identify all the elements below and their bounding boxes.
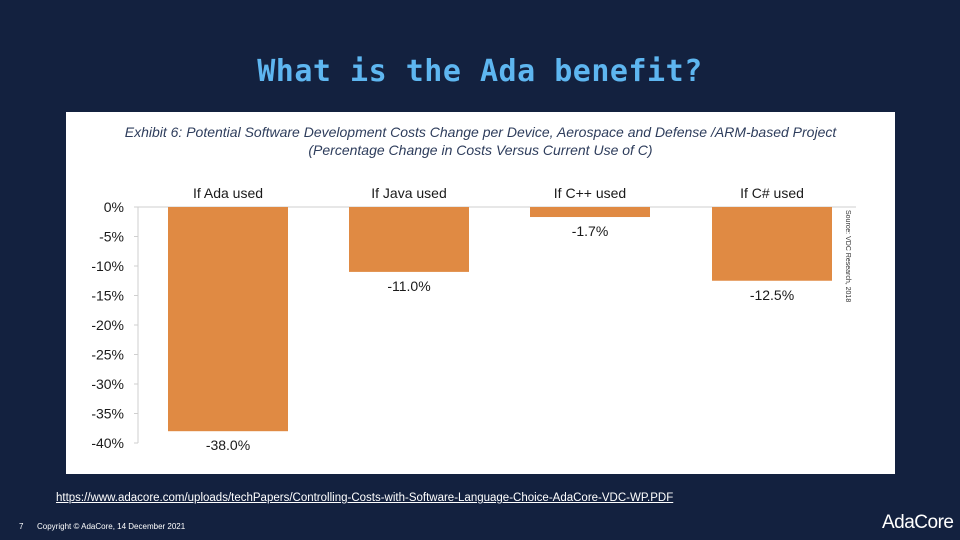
category-label: If Java used xyxy=(371,185,447,201)
category-label: If C++ used xyxy=(554,185,626,201)
y-tick-label: -30% xyxy=(91,376,124,392)
data-label: -1.7% xyxy=(572,223,609,239)
chart-title-line2: (Percentage Change in Costs Versus Curre… xyxy=(308,142,653,158)
y-tick-label: -15% xyxy=(91,288,124,304)
y-tick-label: -20% xyxy=(91,317,124,333)
page-number: 7 xyxy=(19,522,24,531)
bar-2 xyxy=(349,207,469,272)
bar-3 xyxy=(530,207,650,218)
category-label: If Ada used xyxy=(193,185,263,201)
y-tick-label: -40% xyxy=(91,435,124,451)
chart-panel: 0% -5% -10% -15% -20% -25% -30% -35% -40% If Ada … xyxy=(66,112,895,474)
copyright-text: Copyright © AdaCore, 14 December 2021 xyxy=(37,522,186,531)
chart-title: Exhibit 6: Potential Software Developmen… xyxy=(66,123,895,159)
data-label: -12.5% xyxy=(750,287,794,303)
y-tick-label: 0% xyxy=(104,199,124,215)
data-label: -38.0% xyxy=(206,437,250,453)
y-tick-label: -10% xyxy=(91,258,124,274)
category-label: If C# used xyxy=(740,185,804,201)
adacore-logo: AdaCore xyxy=(882,512,954,533)
bar-4 xyxy=(712,207,832,281)
chart-title-line1: Exhibit 6: Potential Software Developmen… xyxy=(124,124,837,140)
bar-chart: 0% -5% -10% -15% -20% -25% -30% -35% -40% If Ada … xyxy=(91,185,856,453)
source-note: Source: VDC Research, 2018 xyxy=(844,210,851,302)
bar-1 xyxy=(168,207,288,432)
y-tick-label: -35% xyxy=(91,406,124,422)
data-label: -11.0% xyxy=(387,278,430,294)
y-tick-label: -25% xyxy=(91,347,124,363)
slide-title: What is the Ada benefit? xyxy=(257,54,703,89)
y-tick-label: -5% xyxy=(99,229,124,245)
source-link[interactable]: https://www.adacore.com/uploads/techPape… xyxy=(56,492,674,504)
